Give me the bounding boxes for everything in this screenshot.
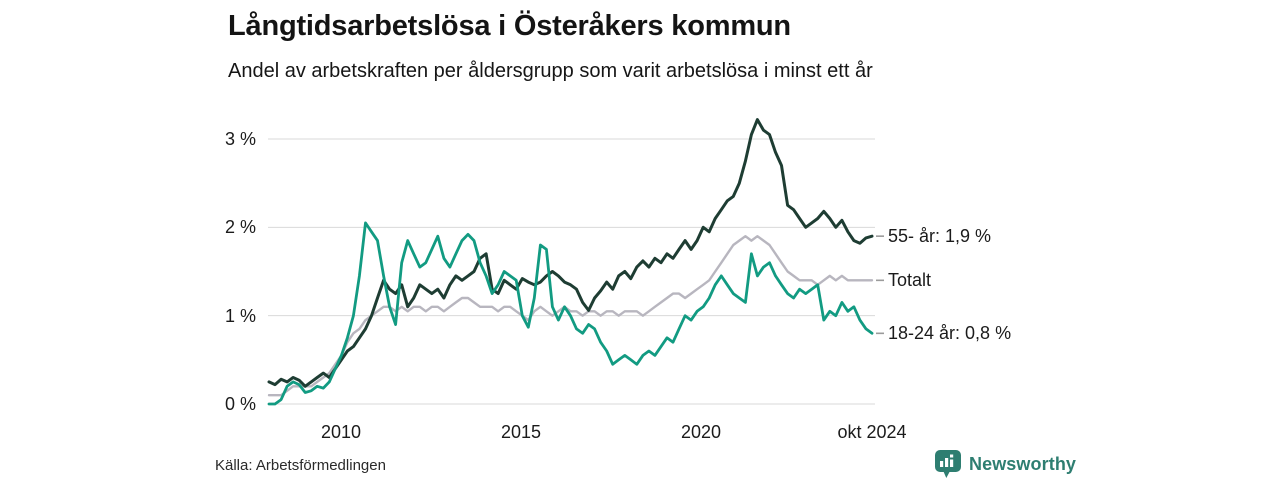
x-tick-label: 2020 <box>680 422 722 442</box>
series-label-55: 55- år: 1,9 % <box>888 226 992 247</box>
y-tick-label: 0 % <box>224 394 256 414</box>
series-line-18-24 år <box>267 221 874 406</box>
y-tick-label: 2 % <box>224 217 256 238</box>
series-lines <box>267 118 874 406</box>
newsworthy-brand: Newsworthy <box>935 450 1076 479</box>
end-label-ticks <box>876 235 884 335</box>
y-tick-label: 3 % <box>224 129 256 149</box>
page-title: Långtidsarbetslösa i Österåkers kommun <box>228 10 791 42</box>
newsworthy-logo-icon <box>935 450 961 478</box>
source-note: Källa: Arbetsförmedlingen <box>215 457 386 474</box>
series-label-totalt: Totalt <box>888 270 932 291</box>
x-tick-label: 2010 <box>320 422 362 442</box>
x-tick-label: okt 2024 <box>837 422 907 442</box>
series-line-55- år <box>267 118 874 388</box>
newsworthy-logo-text: Newsworthy <box>969 454 1077 474</box>
chart-subtitle: Andel av arbetskraften per åldersgrupp s… <box>228 60 873 82</box>
x-tick-label: 2015 <box>500 422 542 442</box>
series-label-18-24: 18-24 år: 0,8 % <box>888 323 1012 344</box>
y-tick-label: 1 % <box>224 305 256 326</box>
